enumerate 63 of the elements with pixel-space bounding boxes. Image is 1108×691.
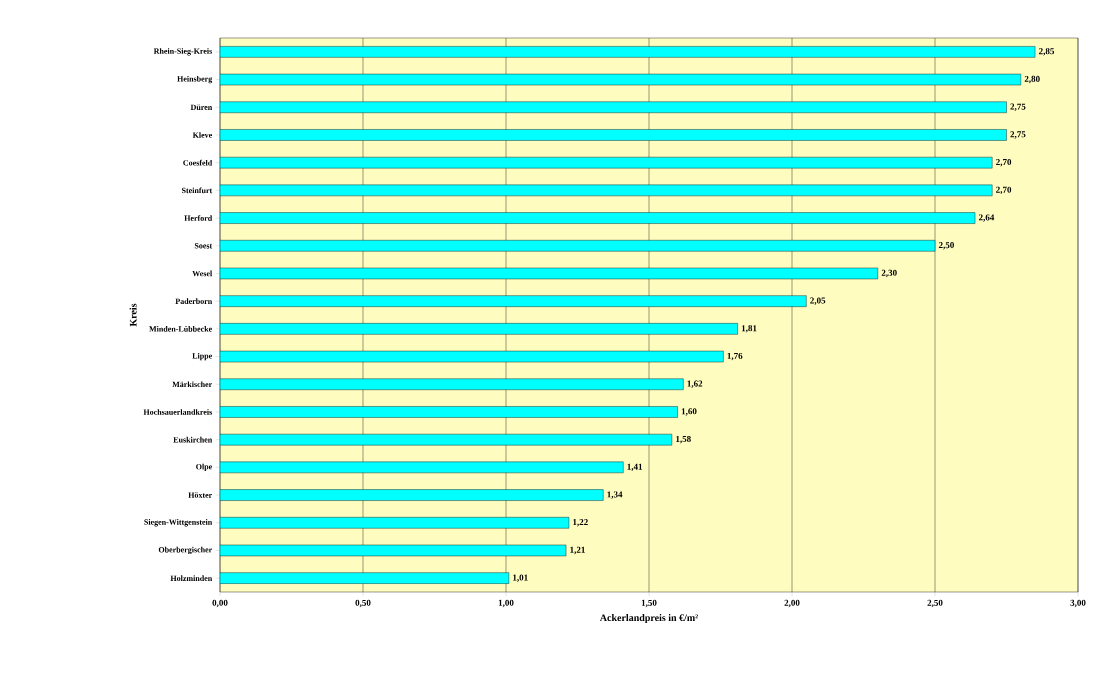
x-tick-label: 1,50 [641,599,657,608]
data-label: 1,22 [573,519,588,527]
bar [220,129,1007,141]
data-label: 2,64 [978,214,995,222]
data-label: 1,60 [681,408,697,416]
y-tick-label: Olpe [196,463,212,471]
data-label: 1,41 [627,463,643,472]
y-tick-label: Soest [194,243,213,249]
y-axis-title: Kreis [129,303,137,327]
bar [220,323,738,335]
x-tick-label: 2,50 [927,599,943,608]
y-tick-label: Lippe [192,352,212,361]
bar [220,378,684,390]
x-tick-label: 1,00 [498,599,514,608]
bar [220,101,1007,113]
bar [220,489,604,501]
y-tick-label: Holzminden [170,575,213,581]
y-tick-label: Minden-Lübbecke [149,326,212,332]
x-tick-label: 2,00 [784,599,800,608]
bar [220,517,570,529]
y-tick-label: Siegen-Wittgenstein [144,519,213,527]
data-label: 1,76 [727,352,743,361]
y-tick-label: Rhein-Sieg-Kreis [153,48,213,56]
data-label: 2,05 [810,297,826,305]
y-tick-label: Höxter [188,492,213,498]
data-label: 1,21 [570,546,585,555]
data-label: 2,50 [938,242,954,250]
bar [220,295,807,307]
x-tick-label: 0,00 [212,599,228,608]
x-tick-label: 0,50 [355,599,371,608]
y-tick-label: Märkischer [172,381,213,388]
data-label: 2,70 [996,186,1012,195]
data-label: 2,80 [1024,75,1040,84]
data-label: 1,81 [741,325,757,333]
data-label: 1,62 [687,380,703,388]
bar [220,433,673,446]
y-tick-label: Paderborn [175,298,213,304]
y-tick-label: Kleve [192,132,212,138]
data-label: 1,34 [607,491,623,499]
data-label: 2,75 [1010,103,1026,111]
y-tick-label: Düren [190,104,213,110]
data-label: 1,01 [513,574,528,582]
y-tick-label: Euskirchen [173,436,213,443]
y-tick-label: Herford [184,215,213,221]
y-tick-label: Coesfeld [183,159,213,166]
bar [220,46,1036,58]
y-tick-label: Heinsberg [177,75,213,84]
x-tick-label: 3,00 [1070,599,1086,608]
y-tick-label: Steinfurt [181,187,213,194]
bar [220,212,976,224]
y-tick-label: Wesel [192,270,213,277]
data-label: 2,85 [1039,48,1055,56]
data-label: 1,58 [676,435,691,444]
data-label: 2,70 [996,158,1012,167]
y-tick-label: Hochsauerlandkreis [143,409,213,415]
bar [220,572,510,584]
bar [220,156,993,169]
bar [220,240,936,252]
data-label: 2,30 [881,269,897,278]
bar [220,406,678,418]
y-tick-label: Oberbergischer [158,546,213,555]
x-axis-title: Ackerlandpreis in €/m² [599,614,698,624]
data-label: 2,75 [1010,131,1026,139]
